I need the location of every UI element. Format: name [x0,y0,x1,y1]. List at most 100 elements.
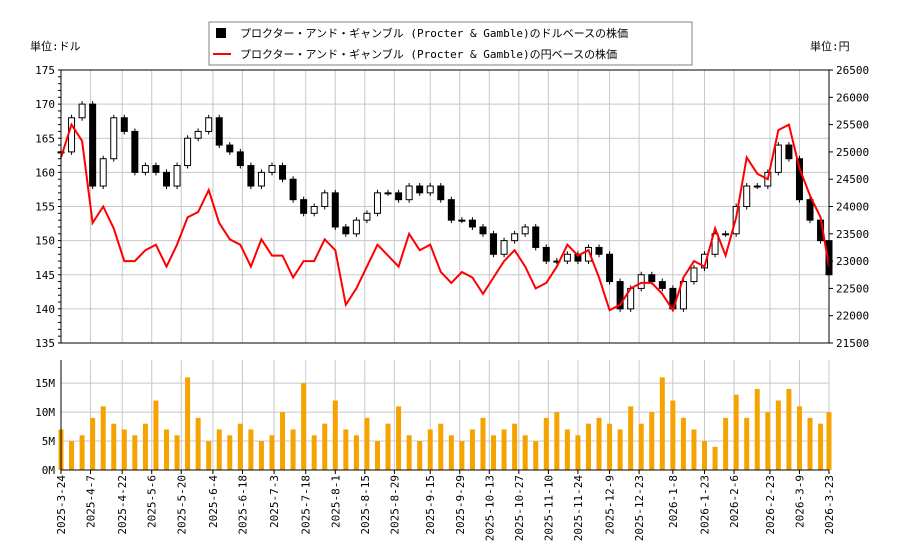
volume-bar [585,423,591,470]
candle-body [310,206,318,214]
candle-body [215,117,223,146]
axes: 135 140 145 150 155 160 165 170 175 21500 22000 225… [35,64,869,541]
candle-body [405,185,413,201]
volume-bar [174,435,180,470]
x-tick-label: 2025-12-23 [633,475,646,541]
candle-body [173,165,181,187]
x-tick-label: 2026-2-6 [728,475,741,528]
volume-bar [554,412,560,470]
x-tick-label: 2025-6-18 [236,475,249,535]
volume-bar [332,400,338,470]
candle-body [595,246,603,255]
volume-bar [280,412,286,470]
volume-bar [522,435,528,470]
volume-bar [417,441,423,470]
grid [60,69,830,470]
candle-body [637,274,645,289]
candle-body [395,192,403,201]
volume-bar [723,417,729,470]
candle-body [416,185,424,194]
candle-body [279,165,287,180]
volume-bar [343,429,349,470]
volume-tick-label: 5M [42,435,56,448]
volume-bar [796,406,802,470]
candle-body [658,281,666,289]
left-tick-label: 160 [35,166,55,179]
candle-body [373,192,381,214]
candle-body [331,192,339,228]
candle-body [795,158,803,201]
x-tick-label: 2026-3-9 [793,475,806,528]
candle-body [152,165,160,173]
volume-bar [818,423,824,470]
volume-bar [491,435,497,470]
volume-bar [322,423,328,470]
candle-body [563,253,571,262]
x-tick-label: 2025-8-15 [359,475,372,535]
volume-bar [206,441,212,470]
x-tick-label: 2025-10-27 [513,475,526,541]
volume-bar [290,429,296,470]
candle-body [205,117,213,132]
candle-body [363,212,371,221]
volume-bar [691,429,697,470]
volume-bar [807,417,813,470]
volume-bar [237,423,243,470]
volume-bar [744,417,750,470]
volume-bar [543,417,549,470]
candle-body [194,130,202,139]
usd-candles [57,101,833,312]
volume-bar [374,441,380,470]
volume-bar [670,400,676,470]
volume-bar [733,394,739,470]
candle-body [321,192,329,208]
volume-bar [596,417,602,470]
candle-body [141,165,149,173]
candle-body [226,144,234,153]
legend-box [208,21,693,66]
volume-tick-label: 15M [35,377,55,390]
volume-bars [58,377,832,470]
candle-body [426,185,434,194]
volume-bar [406,435,412,470]
candle-body [532,226,540,248]
volume-bar [258,441,264,470]
volume-bar [607,423,613,470]
volume-bar [90,417,96,470]
candle-body [162,171,170,187]
candle-body [806,199,814,221]
x-tick-label: 2025-12-9 [604,475,617,535]
x-tick-label: 2025-10-13 [483,475,496,541]
candle-body [437,185,445,201]
right-tick-label: 23500 [836,228,869,241]
candle-body [447,199,455,221]
candle-body [701,253,709,269]
candle-body [722,233,730,236]
legend: プロクター・アンド・ギャンブル (Procter & Gamble)のドルベース… [208,21,693,66]
volume-bar [680,417,686,470]
right-tick-label: 25000 [836,146,869,159]
right-tick-label: 24000 [836,201,869,214]
candle-body [300,199,308,214]
right-unit-label: 単位:円 [810,39,850,53]
volume-bar [628,406,634,470]
candle-body [89,103,97,187]
legend-usd-label: プロクター・アンド・ギャンブル (Procter & Gamble)のドルベース… [240,26,628,40]
volume-bar [617,429,623,470]
volume-bar [396,406,402,470]
x-tick-label: 2025-4-7 [85,475,98,528]
volume-bar [121,429,127,470]
candle-body [616,281,624,310]
x-tick-label: 2025-11-24 [572,475,585,542]
volume-bar [712,446,718,470]
candle-body [479,226,487,235]
volume-bar [786,388,792,470]
right-tick-label: 26500 [836,64,869,77]
x-tick-label: 2025-6-4 [207,475,220,528]
legend-usd-swatch [216,28,226,38]
left-tick-label: 145 [35,269,55,282]
volume-bar [195,417,201,470]
volume-bar [227,435,233,470]
candle-body [468,219,476,228]
